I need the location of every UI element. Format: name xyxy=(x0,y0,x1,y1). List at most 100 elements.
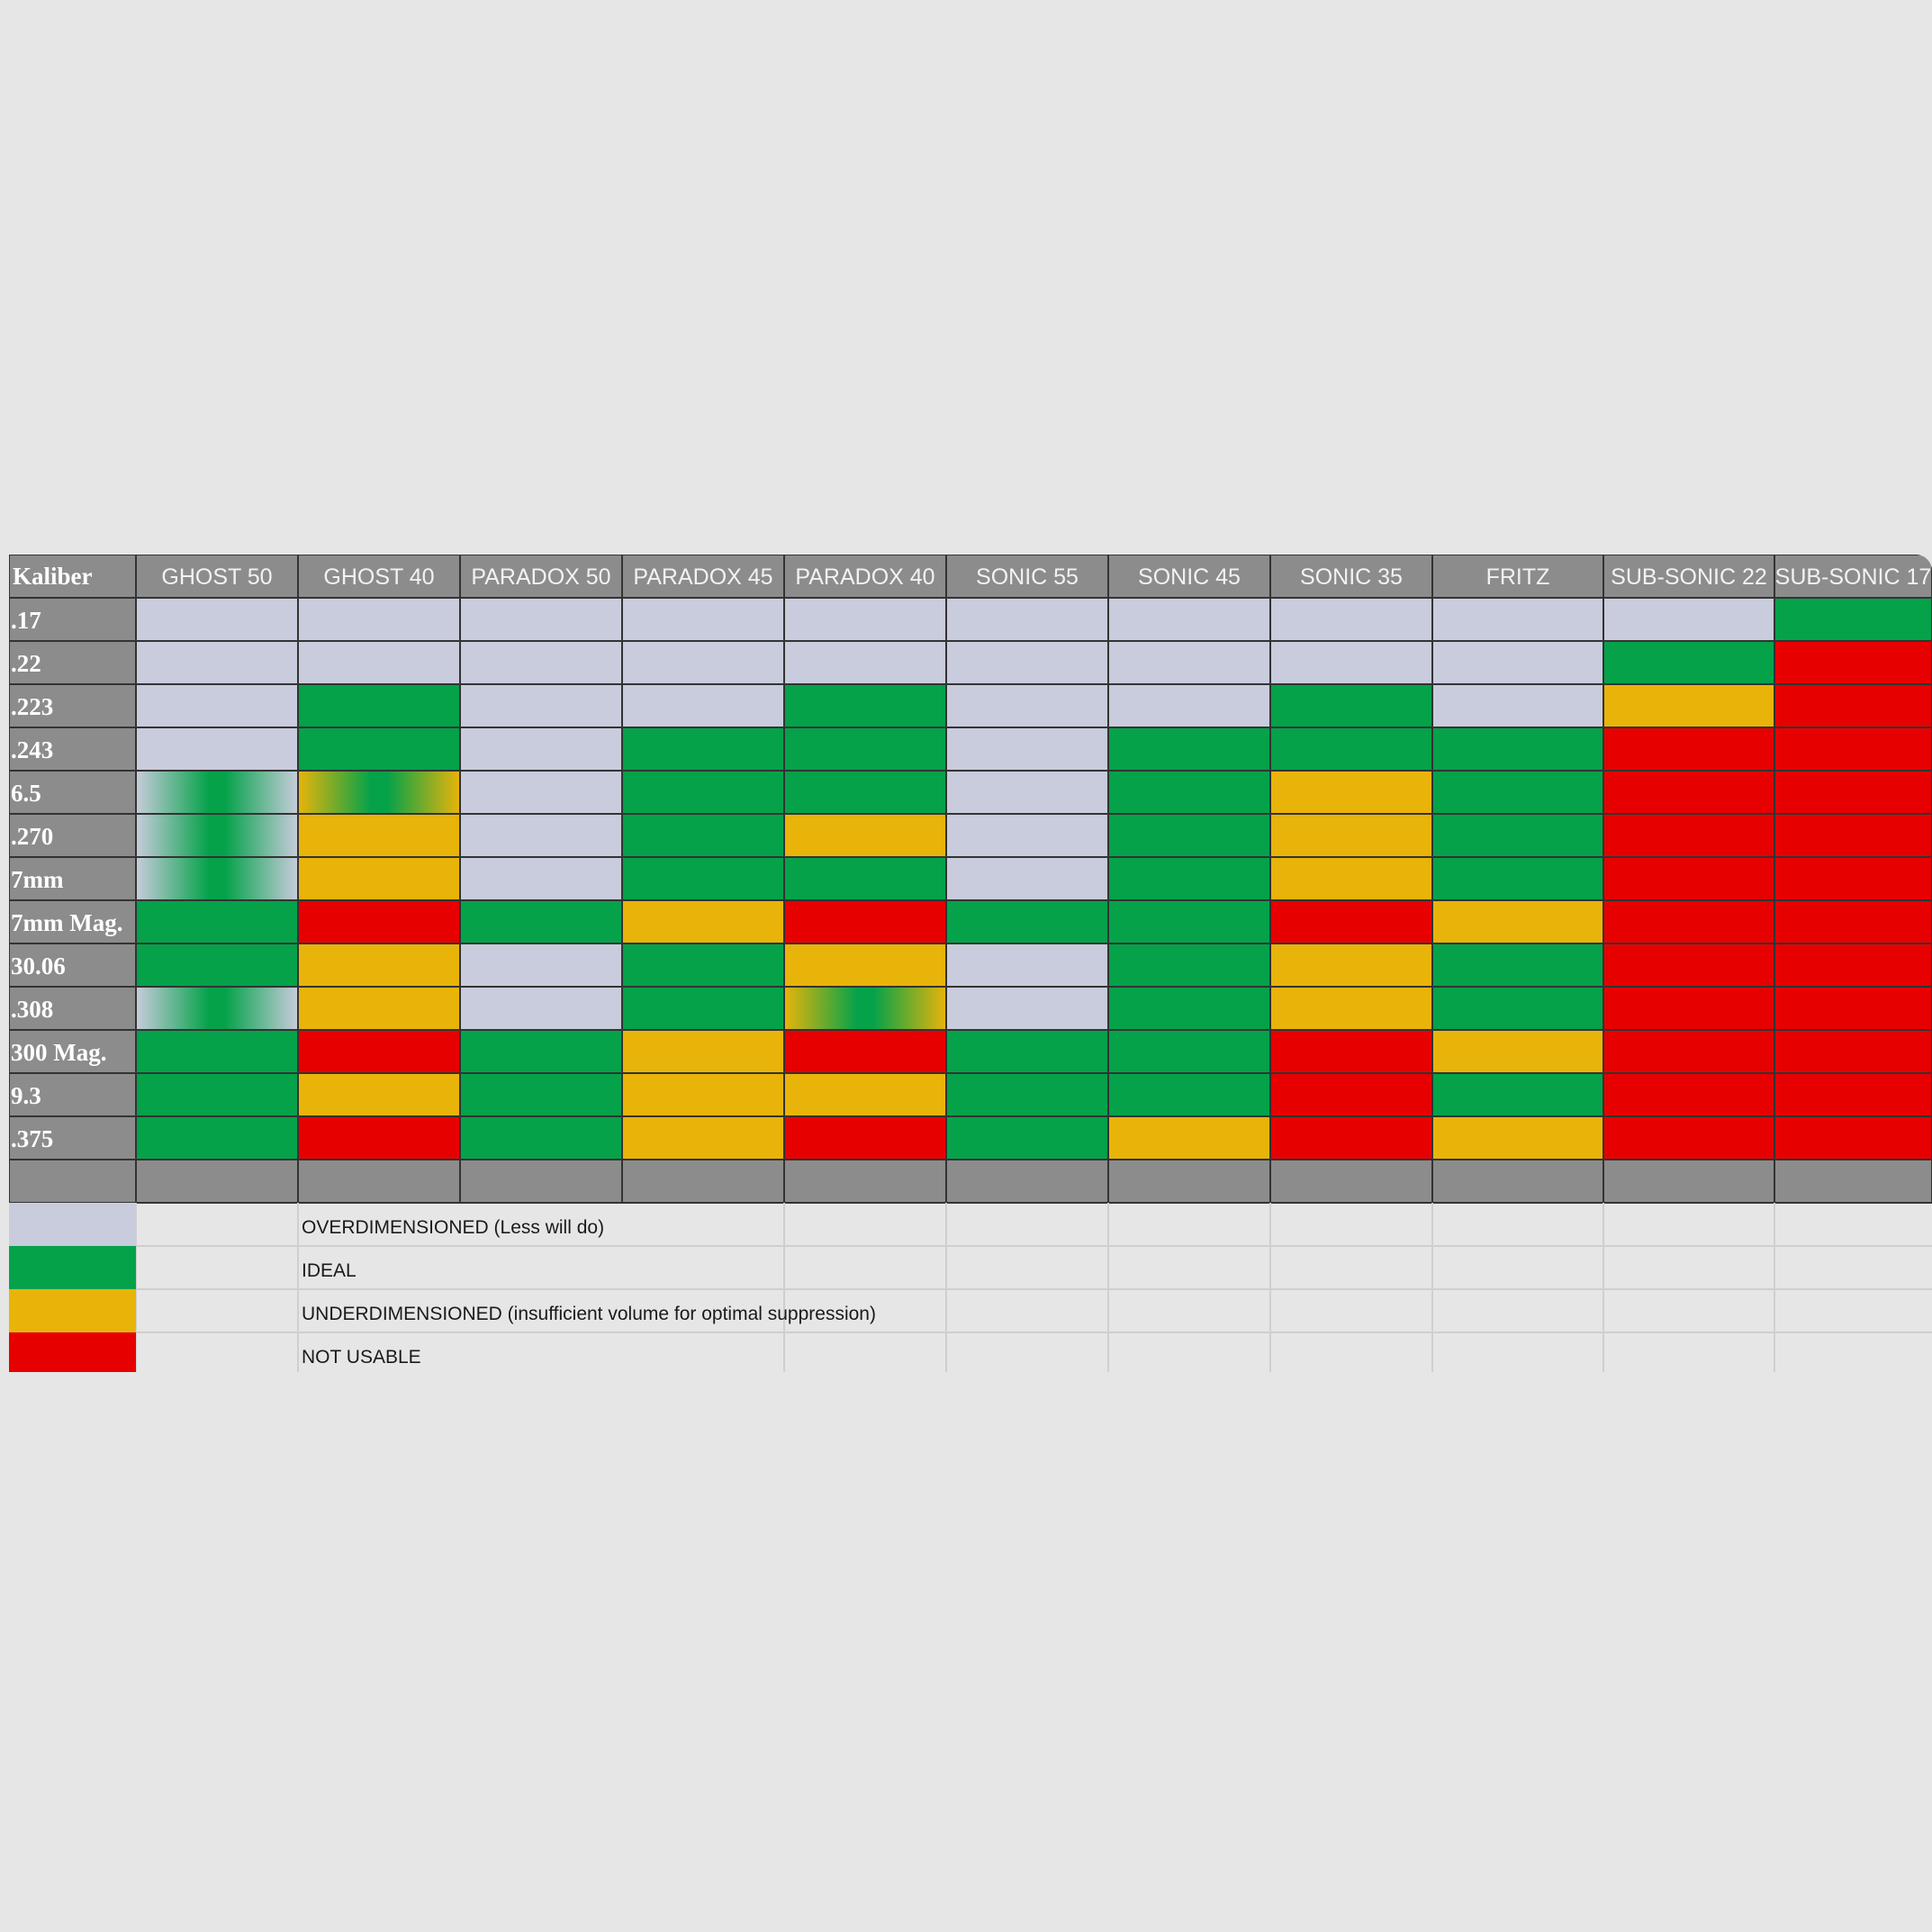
rating-cell xyxy=(297,727,461,772)
header-cell xyxy=(621,555,785,599)
rating-cell xyxy=(1269,1115,1433,1160)
rating-cell xyxy=(135,1029,299,1074)
rating-cell xyxy=(297,813,461,858)
rating-cell xyxy=(1774,856,1932,901)
rating-cell xyxy=(783,856,947,901)
rating-cell xyxy=(297,640,461,685)
rating-cell xyxy=(783,597,947,642)
row-label: 6.5 xyxy=(11,780,41,807)
row-label: 300 Mag. xyxy=(11,1039,106,1066)
rating-cell xyxy=(1269,943,1433,988)
rating-cell xyxy=(297,943,461,988)
rating-cell xyxy=(1774,770,1932,815)
rating-cell xyxy=(621,727,785,772)
row-header-cell xyxy=(9,1072,137,1117)
rating-cell xyxy=(1107,1072,1271,1117)
rating-cell xyxy=(783,986,947,1031)
rating-cell xyxy=(1602,683,1775,728)
rating-cell xyxy=(621,813,785,858)
rating-cell xyxy=(1269,683,1433,728)
rating-cell xyxy=(1431,1029,1604,1074)
rating-cell xyxy=(459,1115,623,1160)
footer-cell xyxy=(459,1159,623,1204)
rating-cell xyxy=(1431,640,1604,685)
rating-cell xyxy=(297,899,461,944)
legend-label: UNDERDIMENSIONED (insufficient volume fo… xyxy=(302,1304,876,1324)
rating-cell xyxy=(1269,986,1433,1031)
rating-cell xyxy=(1269,856,1433,901)
rating-cell xyxy=(297,683,461,728)
footer-cell xyxy=(1269,1159,1433,1204)
rating-cell xyxy=(1774,986,1932,1031)
rating-cell xyxy=(135,683,299,728)
rating-cell xyxy=(459,1072,623,1117)
rating-cell xyxy=(1269,899,1433,944)
rating-cell xyxy=(1602,856,1775,901)
rating-cell xyxy=(1107,683,1271,728)
legend-swatch xyxy=(9,1332,136,1372)
rating-cell xyxy=(783,683,947,728)
footer-cell xyxy=(135,1159,299,1204)
rating-cell xyxy=(1774,813,1932,858)
header-cell xyxy=(1431,555,1604,599)
footer-cell xyxy=(1602,1159,1775,1204)
rating-cell xyxy=(1431,597,1604,642)
header-cell xyxy=(1774,555,1932,599)
header-cell xyxy=(1269,555,1433,599)
rating-cell xyxy=(1774,597,1932,642)
footer-cell xyxy=(783,1159,947,1204)
legend-swatch xyxy=(9,1246,136,1289)
legend-label: OVERDIMENSIONED (Less will do) xyxy=(302,1217,604,1238)
rating-cell xyxy=(135,943,299,988)
row-label: .308 xyxy=(11,996,53,1023)
rating-cell xyxy=(621,856,785,901)
rating-cell xyxy=(1774,1072,1932,1117)
rating-cell xyxy=(459,640,623,685)
header-cell xyxy=(135,555,299,599)
rating-cell xyxy=(945,1029,1109,1074)
rating-cell xyxy=(621,640,785,685)
rating-cell xyxy=(1431,727,1604,772)
row-header-cell xyxy=(9,770,137,815)
rating-cell xyxy=(135,986,299,1031)
rating-cell xyxy=(1269,1029,1433,1074)
rating-cell xyxy=(621,770,785,815)
rating-cell xyxy=(459,899,623,944)
rating-cell xyxy=(1431,1115,1604,1160)
rating-cell xyxy=(783,1115,947,1160)
rating-cell xyxy=(783,1029,947,1074)
rating-cell xyxy=(459,683,623,728)
rating-cell xyxy=(1431,1072,1604,1117)
rating-cell xyxy=(1774,1115,1932,1160)
rating-cell xyxy=(1774,727,1932,772)
rating-cell xyxy=(621,1115,785,1160)
rating-cell xyxy=(1602,986,1775,1031)
rating-cell xyxy=(945,856,1109,901)
column-header: SUB-SONIC 17 xyxy=(1775,564,1932,590)
row-header-cell xyxy=(9,640,137,685)
column-header: SONIC 35 xyxy=(1300,564,1403,590)
rating-cell xyxy=(1431,986,1604,1031)
row-label: 7mm Mag. xyxy=(11,909,122,936)
rating-cell xyxy=(135,597,299,642)
rating-cell xyxy=(135,770,299,815)
rating-cell xyxy=(1431,899,1604,944)
rating-cell xyxy=(459,770,623,815)
rating-cell xyxy=(297,770,461,815)
row-header-cell xyxy=(9,943,137,988)
rating-cell xyxy=(1774,683,1932,728)
rating-cell xyxy=(1602,1029,1775,1074)
compatibility-chart: Kaliber GHOST 50 GHOST 40 PARADOX 50 PARADOX… xyxy=(9,555,1932,1372)
row-label: .223 xyxy=(11,693,53,720)
rating-cell xyxy=(945,1072,1109,1117)
rating-cell xyxy=(621,943,785,988)
rating-cell xyxy=(1602,899,1775,944)
rating-cell xyxy=(1269,597,1433,642)
rating-cell xyxy=(1107,1115,1271,1160)
column-header: GHOST 50 xyxy=(161,564,272,590)
row-label: .375 xyxy=(11,1125,53,1152)
rating-cell xyxy=(621,986,785,1031)
rating-cell xyxy=(1602,727,1775,772)
rating-cell xyxy=(1602,1072,1775,1117)
header-cell xyxy=(459,555,623,599)
